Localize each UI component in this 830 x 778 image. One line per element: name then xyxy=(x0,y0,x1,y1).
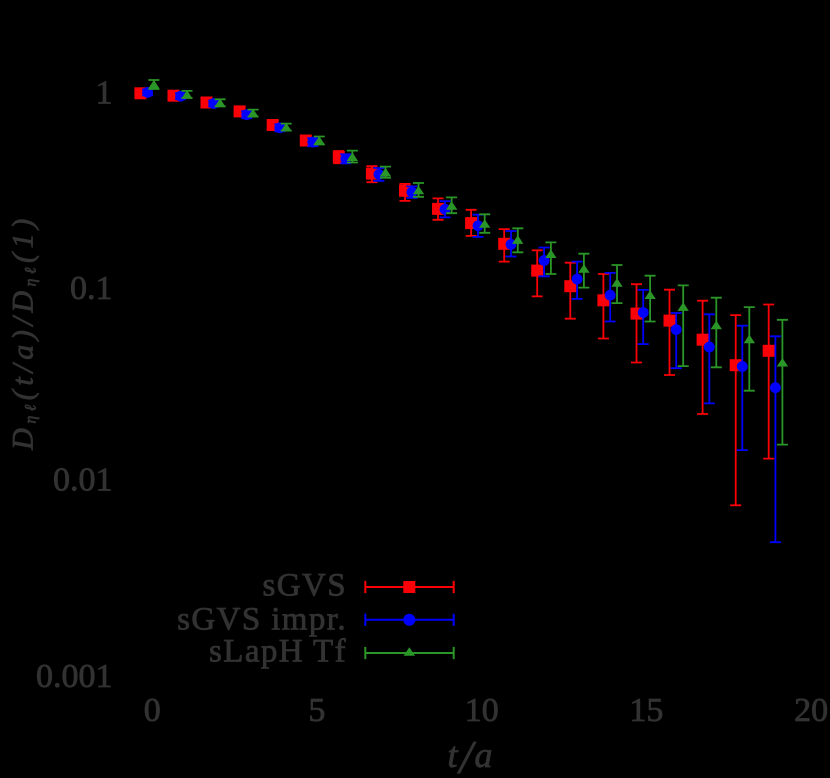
svg-text:10: 10 xyxy=(465,692,499,729)
svg-text:sLapH Tf: sLapH Tf xyxy=(209,634,347,670)
svg-text:20: 20 xyxy=(794,692,828,729)
svg-text:t/a: t/a xyxy=(447,732,492,778)
svg-text:1: 1 xyxy=(96,75,113,112)
svg-text:0.01: 0.01 xyxy=(53,462,113,499)
svg-text:0: 0 xyxy=(144,692,161,729)
svg-text:0.001: 0.001 xyxy=(36,658,113,695)
svg-text:sGVS: sGVS xyxy=(263,568,347,604)
svg-text:0.1: 0.1 xyxy=(70,270,113,307)
svg-text:15: 15 xyxy=(629,692,663,729)
svg-text:5: 5 xyxy=(308,692,325,729)
svg-text:sGVS impr.: sGVS impr. xyxy=(177,602,347,638)
svg-text:Dηℓ(t/a)/Dηℓ(1): Dηℓ(t/a)/Dηℓ(1) xyxy=(7,214,40,451)
